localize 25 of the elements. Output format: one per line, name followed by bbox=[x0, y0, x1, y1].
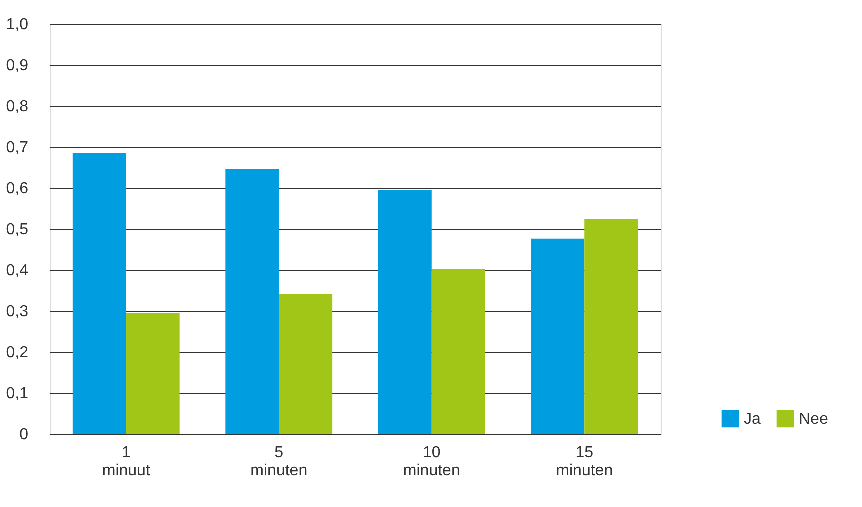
bar bbox=[584, 219, 638, 434]
y-tick-label: 1,0 bbox=[6, 16, 29, 34]
y-tick-label: 0,9 bbox=[6, 58, 29, 74]
y-tick-label: 0,3 bbox=[6, 304, 29, 320]
x-tick-label: 5 minuten bbox=[250, 444, 308, 480]
x-tick-label: 10 minuten bbox=[403, 444, 460, 480]
x-tick-label: 1 minuut bbox=[102, 444, 151, 480]
y-tick-label: 0,2 bbox=[6, 344, 29, 362]
legend-label: Nee bbox=[799, 410, 828, 428]
bar bbox=[279, 294, 333, 434]
bar bbox=[432, 269, 486, 434]
y-tick-label: 0,7 bbox=[6, 140, 29, 156]
bar bbox=[126, 313, 180, 434]
bar bbox=[72, 153, 126, 434]
x-tick-label: 15 minuten bbox=[556, 444, 614, 480]
y-tick-label: 0,1 bbox=[6, 386, 29, 402]
y-tick-label: 0 bbox=[20, 426, 29, 444]
y-tick-label: 0,6 bbox=[6, 180, 29, 198]
bar bbox=[531, 238, 585, 434]
y-tick-label: 0,8 bbox=[6, 98, 29, 116]
legend-label: Ja bbox=[744, 410, 761, 428]
y-tick-label: 0,5 bbox=[6, 222, 29, 238]
bar bbox=[378, 190, 432, 434]
bar bbox=[226, 169, 280, 434]
y-tick-label: 0,4 bbox=[6, 262, 29, 280]
